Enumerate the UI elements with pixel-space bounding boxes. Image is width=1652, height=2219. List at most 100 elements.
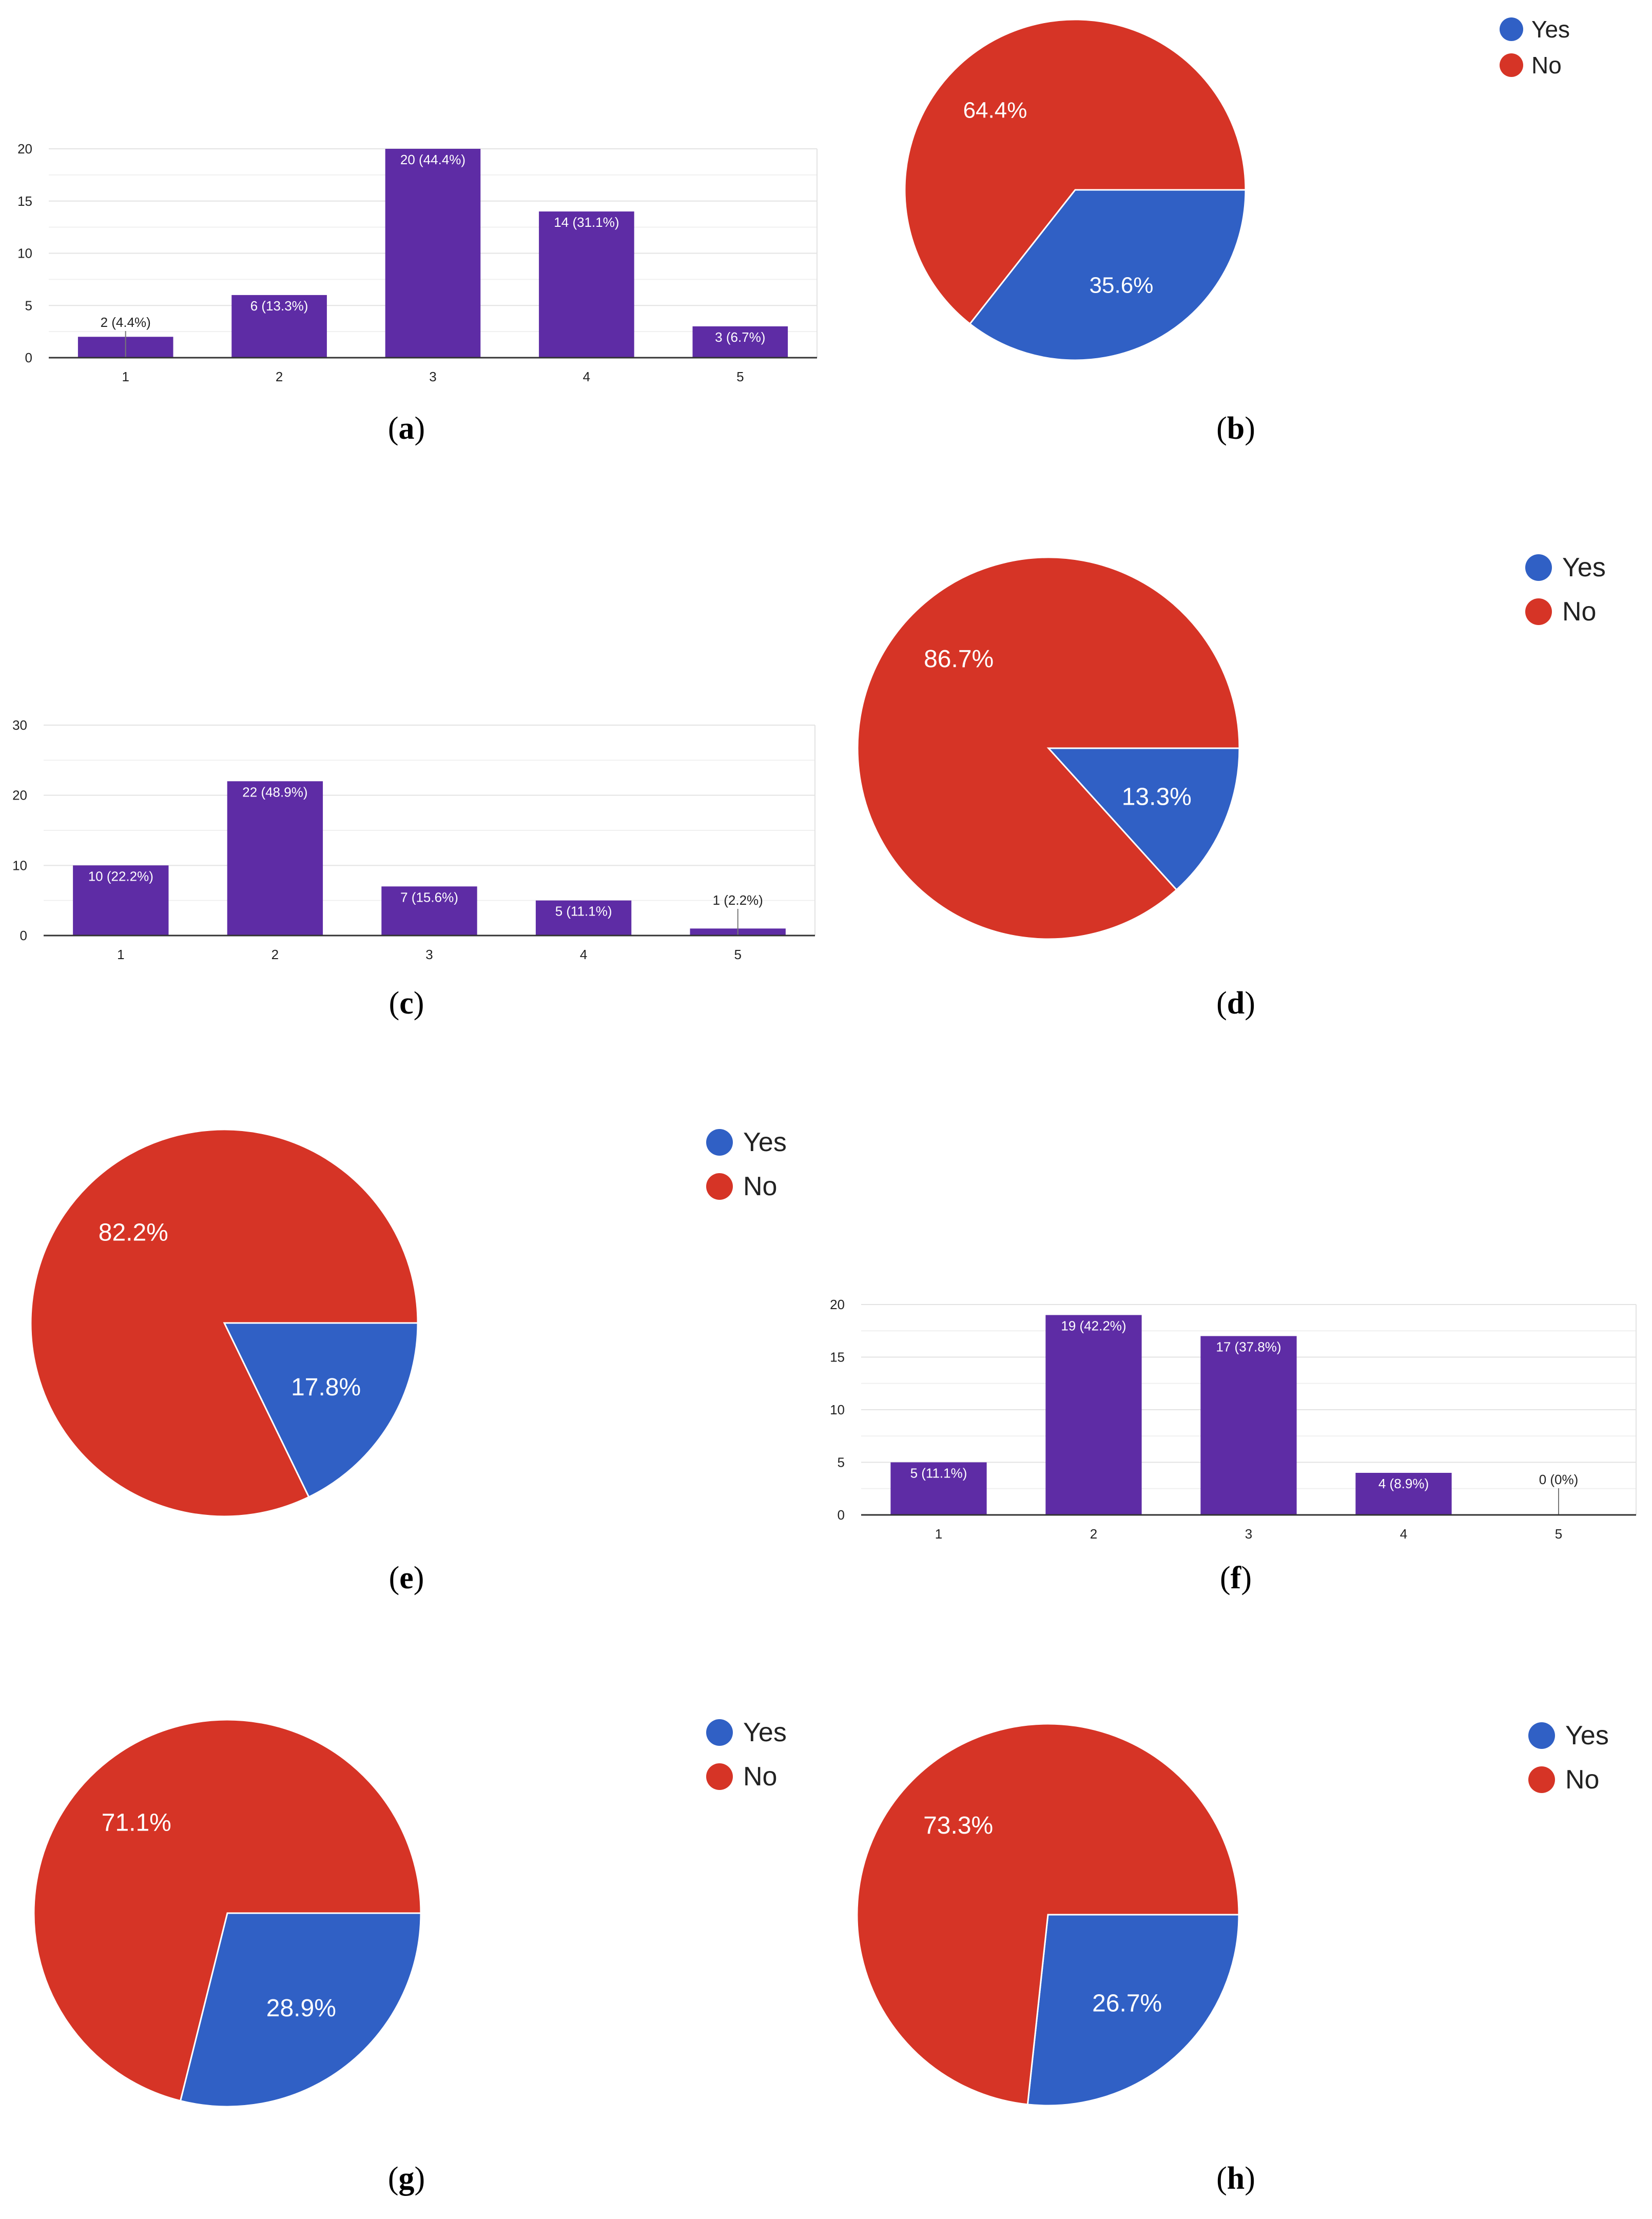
caption-f: (f) bbox=[1220, 1561, 1252, 1595]
bar-data-label: 7 (15.6%) bbox=[400, 889, 458, 905]
pie-slice-no bbox=[30, 1128, 419, 1517]
y-tick-label: 10 bbox=[17, 246, 32, 261]
legend-label-no: No bbox=[743, 1762, 778, 1792]
legend-dot-no bbox=[1525, 598, 1552, 625]
legend-label-no: No bbox=[1562, 597, 1597, 627]
bar-chart-c: 0 10 20 30 10 (22.2%) 1 22 (48.9%) 2 7 (15.6%) 3 5… bbox=[12, 717, 815, 962]
pie-slice-label: 13.3% bbox=[1122, 783, 1192, 810]
caption-e: (e) bbox=[388, 1561, 424, 1595]
panel-b: 35.6% 64.4% Yes No (b) bbox=[821, 0, 1652, 462]
y-tick-label: 0 bbox=[20, 928, 27, 943]
panel-h: 26.7% 73.3% Yes No (h) bbox=[821, 1678, 1652, 2219]
bar-data-label: 2 (4.4%) bbox=[101, 315, 151, 330]
legend-item-yes: Yes bbox=[1500, 15, 1570, 43]
y-tick-label: 20 bbox=[12, 788, 27, 803]
pie-slice-no bbox=[857, 556, 1240, 940]
bar bbox=[692, 326, 788, 358]
legend-item-no: No bbox=[1525, 596, 1606, 627]
legend-dot-yes bbox=[706, 1719, 733, 1746]
legend-item-no: No bbox=[706, 1171, 787, 1202]
legend-dot-yes bbox=[1528, 1722, 1555, 1749]
x-tick-label: 2 bbox=[271, 947, 279, 962]
panel-e: 17.8% 82.2% Yes No (e) bbox=[0, 1088, 821, 1611]
bar bbox=[381, 886, 477, 936]
pie-chart-h: 26.7% 73.3% bbox=[856, 1723, 1240, 2107]
legend-g: Yes No bbox=[706, 1717, 787, 1792]
x-tick-label: 1 bbox=[935, 1526, 942, 1542]
bar-data-label: 5 (11.1%) bbox=[910, 1466, 967, 1481]
caption-c: (c) bbox=[388, 986, 424, 1021]
pie-slice-label: 17.8% bbox=[291, 1374, 361, 1401]
legend-item-yes: Yes bbox=[706, 1717, 787, 1748]
panel-d: 13.3% 86.7% Yes No (d) bbox=[821, 513, 1652, 1037]
y-tick-label: 30 bbox=[12, 717, 27, 733]
legend-label-no: No bbox=[1531, 52, 1562, 79]
bar-data-label: 0 (0%) bbox=[1539, 1472, 1579, 1487]
bar-data-label: 17 (37.8%) bbox=[1216, 1339, 1281, 1355]
legend-label-no: No bbox=[743, 1172, 778, 1201]
legend-b: Yes No bbox=[1500, 15, 1570, 79]
bar-chart-a: 0 5 10 15 20 2 (4.4%) 1 6 (13.3%) 2 20 (44.4%) 3 14… bbox=[17, 141, 818, 384]
pie-slice-label: 71.1% bbox=[102, 1809, 171, 1837]
bar-data-label: 4 (8.9%) bbox=[1378, 1476, 1429, 1491]
pie-slice-no bbox=[856, 1723, 1240, 2106]
legend-label-yes: Yes bbox=[1565, 1721, 1609, 1750]
legend-dot-no bbox=[1500, 53, 1523, 77]
pie-slice-no bbox=[33, 1719, 422, 2102]
bar-data-label: 20 (44.4%) bbox=[400, 152, 465, 167]
pie-slice-label: 73.3% bbox=[923, 1812, 993, 1839]
legend-item-yes: Yes bbox=[1525, 552, 1606, 583]
pie-slice-no bbox=[904, 18, 1247, 325]
pie-slice-label: 86.7% bbox=[924, 646, 994, 673]
y-tick-label: 5 bbox=[838, 1455, 845, 1470]
bar-data-label: 22 (48.9%) bbox=[242, 784, 307, 800]
legend-label-yes: Yes bbox=[743, 1718, 787, 1747]
bar-data-label: 14 (31.1%) bbox=[554, 215, 619, 230]
legend-dot-yes bbox=[1525, 554, 1552, 581]
caption-a: (a) bbox=[387, 411, 425, 446]
legend-label-yes: Yes bbox=[743, 1127, 787, 1157]
legend-item-no: No bbox=[1500, 51, 1570, 79]
bar-data-label: 10 (22.2%) bbox=[88, 868, 153, 884]
pie-slice-yes bbox=[223, 1322, 419, 1498]
x-tick-label: 2 bbox=[1090, 1526, 1097, 1542]
bar bbox=[73, 865, 169, 936]
caption-g: (g) bbox=[387, 2161, 425, 2196]
bar bbox=[890, 1462, 987, 1515]
caption-d: (d) bbox=[1216, 986, 1255, 1021]
x-tick-label: 4 bbox=[580, 947, 587, 962]
pie-chart-g: 28.9% 71.1% bbox=[33, 1719, 422, 2108]
bar bbox=[231, 295, 327, 358]
bar-chart-f: 0 5 10 15 20 5 (11.1%) 1 19 (42.2%) 2 17 (37.8%) 3… bbox=[830, 1297, 1637, 1542]
bar-data-label: 1 (2.2%) bbox=[713, 892, 763, 908]
x-tick-label: 3 bbox=[429, 369, 436, 384]
y-tick-label: 20 bbox=[830, 1297, 845, 1312]
x-tick-label: 2 bbox=[276, 369, 283, 384]
pie-slice-label: 28.9% bbox=[266, 1995, 336, 2022]
bar bbox=[539, 211, 634, 358]
x-tick-label: 4 bbox=[583, 369, 590, 384]
y-tick-label: 15 bbox=[17, 193, 32, 209]
legend-dot-no bbox=[706, 1763, 733, 1790]
bar bbox=[1200, 1336, 1297, 1515]
y-tick-label: 15 bbox=[830, 1350, 845, 1365]
legend-label-no: No bbox=[1565, 1765, 1600, 1795]
pie-slice-label: 82.2% bbox=[99, 1219, 168, 1247]
y-tick-label: 0 bbox=[838, 1507, 845, 1523]
bar bbox=[1355, 1473, 1452, 1515]
x-tick-label: 5 bbox=[736, 369, 744, 384]
bar-data-label: 3 (6.7%) bbox=[715, 329, 765, 345]
bar bbox=[385, 149, 481, 358]
y-tick-label: 10 bbox=[12, 858, 27, 873]
bar-data-label: 6 (13.3%) bbox=[250, 298, 308, 314]
bar-data-label: 19 (42.2%) bbox=[1061, 1318, 1126, 1334]
legend-dot-no bbox=[706, 1173, 733, 1200]
bar bbox=[227, 781, 323, 936]
x-tick-label: 3 bbox=[1245, 1526, 1252, 1542]
legend-label-yes: Yes bbox=[1531, 16, 1570, 43]
y-tick-label: 20 bbox=[17, 141, 32, 157]
legend-item-yes: Yes bbox=[1528, 1720, 1609, 1751]
legend-label-yes: Yes bbox=[1562, 553, 1606, 582]
y-tick-label: 5 bbox=[25, 298, 32, 313]
legend-e: Yes No bbox=[706, 1127, 787, 1202]
